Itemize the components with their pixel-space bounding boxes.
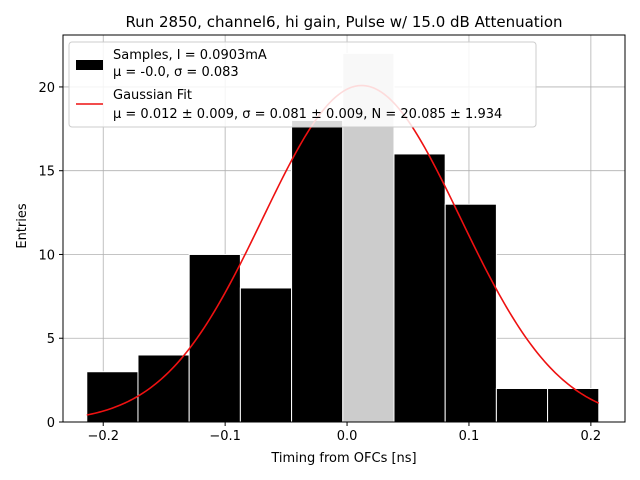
plot-frame: [62, 34, 626, 423]
histogram-bar: [291, 119, 344, 423]
x-axis-label: Timing from OFCs [ns]: [270, 451, 416, 466]
x-tick-label: −0.1: [209, 429, 241, 444]
histogram-bar: [495, 387, 549, 423]
x-tick-label: 0.2: [581, 429, 602, 444]
histogram-bar: [86, 371, 139, 423]
y-tick-label: 0: [47, 416, 55, 431]
histogram-bar: [547, 387, 600, 423]
histogram-bar: [444, 203, 497, 423]
histogram-bar: [239, 287, 293, 423]
x-tick-label: 0.1: [459, 429, 480, 444]
legend-box: [68, 41, 537, 128]
x-tick-label: 0.0: [337, 429, 358, 444]
x-tick-label: −0.2: [87, 429, 119, 444]
legend-samples-swatch: [76, 60, 103, 70]
legend-fit-stats: μ = 0.012 ± 0.009, σ = 0.081 ± 0.009, N …: [113, 107, 502, 122]
y-tick-label: 20: [38, 81, 55, 96]
chart-title: Run 2850, channel6, hi gain, Pulse w/ 15…: [125, 13, 562, 31]
legend: Samples, I = 0.0903mA μ = -0.0, σ = 0.08…: [68, 41, 537, 128]
legend-samples-label: Samples, I = 0.0903mA: [113, 48, 267, 63]
y-axis-label: Entries: [15, 203, 30, 249]
y-tick-label: 15: [38, 165, 55, 180]
histogram-bar: [137, 354, 190, 423]
histogram-bar: [393, 153, 446, 423]
y-tick-label: 5: [47, 332, 55, 347]
ticks-layer: −0.2 −0.1 0.0 0.1 0.2 0 5 10 15 20: [38, 81, 601, 444]
legend-samples-stats: μ = -0.0, σ = 0.083: [113, 65, 239, 80]
legend-fit-label: Gaussian Fit: [113, 88, 192, 103]
y-tick-label: 10: [38, 248, 55, 263]
